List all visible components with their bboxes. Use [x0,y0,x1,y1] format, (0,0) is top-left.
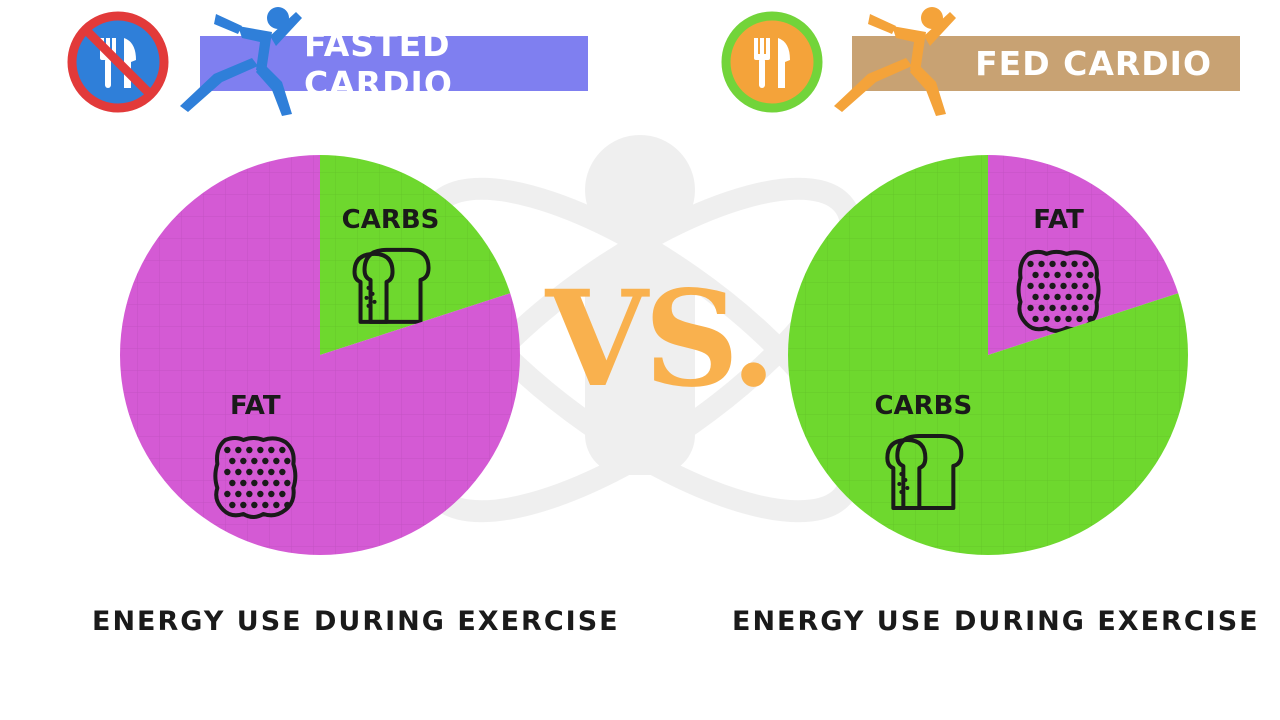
slice-label-carbs: CARBS [342,205,440,235]
runner-icon [834,7,956,116]
atom-watermark [417,135,863,523]
fasted-pie-chart: CARBS FAT [119,155,520,555]
fork-knife-icon [721,11,823,113]
slice-label-fat: FAT [230,391,281,421]
banner-title: FED CARDIO [975,44,1212,83]
runner-icon [180,7,302,116]
bread-icon [352,247,431,324]
slice-label-fat: FAT [1033,205,1084,235]
vs-label: VS. [545,262,777,417]
bread-icon [885,433,964,510]
fed-cardio-panel: FED CARDIO FAT CARBS ENERGY USE DURING EX… [640,0,1280,720]
no-fork-knife-icon [67,11,169,113]
chart-caption: ENERGY USE DURING EXERCISE [732,606,1260,637]
fat-cell-icon [1016,249,1101,333]
chart-caption: ENERGY USE DURING EXERCISE [92,606,620,637]
fed-pie-chart: FAT CARBS [788,155,1188,555]
fasted-cardio-panel: FASTED CARDIO CARBS FAT ENERGY USE DURING… [67,7,620,637]
banner-title: FASTED CARDIO [304,24,453,103]
fat-cell-icon [213,435,298,519]
slice-label-carbs: CARBS [874,391,972,421]
